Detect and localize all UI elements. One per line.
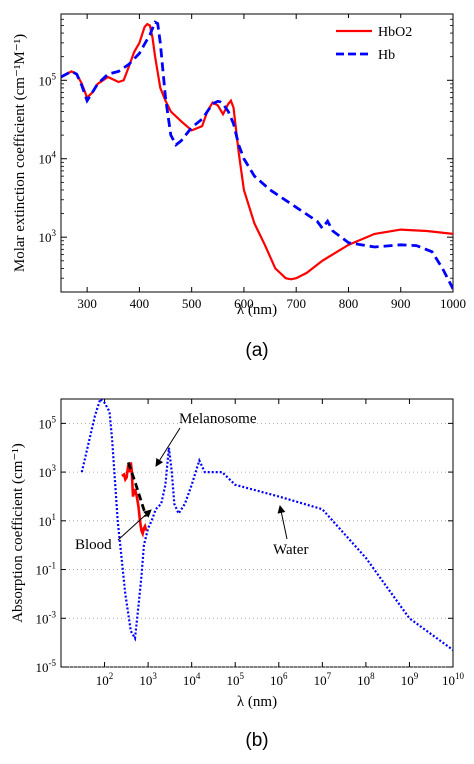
y-ticks-b: 10-5 10-3 10-1 101 103 105 (36, 414, 453, 675)
x-ticks-b: 102 103 104 105 106 107 108 109 1010 (96, 399, 465, 688)
series-group-a (61, 20, 453, 290)
x-ticks-a: 300 400 500 600 700 800 900 1000 (77, 14, 466, 311)
y-axis-label-b: Absorption coefficient (cm⁻¹) (10, 443, 26, 623)
panel-label-b: (b) (245, 730, 268, 751)
x-tick-label: 104 (183, 671, 201, 688)
x-tick-label: 600 (234, 296, 254, 311)
y-tick-label: 103 (39, 463, 57, 480)
x-tick-label: 900 (391, 296, 411, 311)
x-tick-label: 108 (357, 671, 375, 688)
y-tick-label: 101 (39, 512, 57, 529)
y-minor-ticks-a (61, 13, 453, 293)
x-tick-label: 103 (139, 671, 157, 688)
chart-a: 300 400 500 600 700 800 900 1000 103 104 105 HbO2… (12, 13, 466, 361)
x-axis-label-a: λ (nm) (237, 302, 277, 318)
panel-label-a: (a) (245, 340, 268, 361)
x-tick-label: 1010 (442, 671, 465, 688)
annotation-blood: Blood (75, 537, 112, 553)
x-tick-label: 300 (77, 296, 97, 311)
y-tick-label: 104 (39, 150, 57, 167)
x-tick-label: 400 (130, 296, 150, 311)
y-tick-label: 105 (39, 71, 57, 88)
legend-box-a (331, 18, 449, 64)
series-line-hbo2 (61, 22, 453, 281)
x-tick-label: 106 (270, 671, 288, 688)
chart-b: 102 103 104 105 106 107 108 109 1010 10-510-310-… (10, 398, 465, 751)
x-axis-label-b: λ (nm) (237, 694, 277, 710)
annotation-water: Water (273, 542, 308, 558)
series-group-b (80, 399, 453, 651)
y-tick-label: 10-5 (36, 658, 57, 675)
series-line-hb (61, 20, 453, 290)
annotations-b: Melanosome Blood Water (75, 411, 308, 558)
y-tick-label: 10-1 (36, 561, 57, 578)
x-tick-label: 1000 (440, 296, 466, 311)
legend-label-hbo2: HbO2 (378, 25, 412, 40)
annotation-melanosome: Melanosome (179, 411, 257, 427)
annotation-arrow-water (277, 505, 288, 540)
y-tick-label: 10-3 (36, 609, 57, 626)
series-line-melanosome (126, 461, 148, 517)
x-tick-label: 102 (96, 671, 114, 688)
x-tick-label: 800 (339, 296, 359, 311)
y-tick-label: 103 (39, 228, 57, 245)
grid-b (61, 422, 453, 668)
annotation-arrow-blood (117, 509, 152, 541)
x-tick-label: 105 (226, 671, 244, 688)
legend-a: HbO2 Hb (331, 18, 449, 64)
x-tick-label: 109 (401, 671, 419, 688)
y-axis-label-a: Molar extinction coefficient (cm⁻¹M⁻¹) (12, 34, 28, 272)
annotation-arrow-melanosome (155, 427, 181, 467)
y-ticks-a: 103 104 105 (39, 71, 453, 245)
x-tick-label: 107 (314, 671, 332, 688)
x-tick-label: 700 (286, 296, 306, 311)
legend-label-hb: Hb (378, 48, 395, 63)
y-tick-label: 105 (39, 414, 57, 431)
x-tick-label: 500 (182, 296, 202, 311)
series-line-blood (121, 462, 148, 538)
